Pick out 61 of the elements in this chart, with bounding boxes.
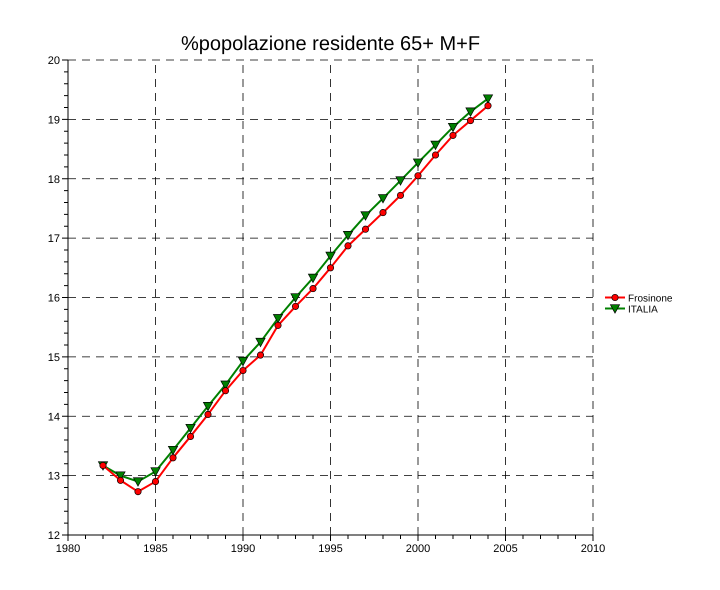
point xyxy=(378,194,388,204)
point xyxy=(483,94,493,104)
point xyxy=(239,366,247,374)
point xyxy=(343,231,353,240)
x-tick-label: 1985 xyxy=(143,543,168,555)
point xyxy=(396,176,406,186)
point xyxy=(116,476,124,484)
point xyxy=(238,356,248,366)
point xyxy=(290,293,300,302)
y-tick-label: 18 xyxy=(48,174,60,186)
y-tick-label: 17 xyxy=(48,233,60,246)
legend-label: ITALIA xyxy=(628,304,658,316)
y-tick-label: 16 xyxy=(48,292,60,304)
y-tick-label: 14 xyxy=(48,411,60,424)
chart-title: %popolazione residente 65+ M+F xyxy=(180,33,480,55)
point xyxy=(292,302,300,310)
point xyxy=(274,322,282,329)
point xyxy=(204,410,212,418)
point xyxy=(309,285,317,292)
point xyxy=(466,108,476,117)
point xyxy=(203,402,213,412)
y-tick-label: 15 xyxy=(48,352,60,364)
x-tick-label: 1990 xyxy=(230,543,256,555)
point xyxy=(414,172,422,180)
point xyxy=(448,122,458,132)
point xyxy=(222,387,230,394)
y-tick-label: 19 xyxy=(48,114,60,126)
point xyxy=(413,158,423,168)
point xyxy=(168,446,178,456)
point xyxy=(360,211,370,221)
point xyxy=(396,192,404,199)
y-tick-label: 13 xyxy=(48,470,60,483)
point xyxy=(308,274,318,283)
point xyxy=(169,454,177,462)
point xyxy=(150,467,160,476)
point xyxy=(134,488,142,496)
point xyxy=(326,264,334,272)
point xyxy=(362,226,370,233)
point xyxy=(449,132,457,139)
point xyxy=(326,252,336,261)
point xyxy=(186,424,196,434)
point xyxy=(186,432,194,440)
point xyxy=(379,209,387,216)
point xyxy=(152,478,160,486)
point xyxy=(430,140,440,150)
point xyxy=(344,242,352,250)
point xyxy=(256,352,264,359)
x-tick-label: 2000 xyxy=(406,543,430,555)
point xyxy=(432,151,440,159)
y-tick-label: 12 xyxy=(48,530,60,542)
x-tick-label: 1980 xyxy=(56,543,80,555)
point xyxy=(484,102,492,110)
y-tick-label: 20 xyxy=(48,55,60,67)
legend-label: Frosinone xyxy=(628,294,673,304)
point xyxy=(273,314,283,324)
point xyxy=(466,117,474,124)
x-tick-label: 2005 xyxy=(493,543,518,555)
x-tick-label: 1995 xyxy=(318,543,343,555)
point xyxy=(256,338,266,347)
point xyxy=(133,477,143,487)
x-tick-label: 2010 xyxy=(580,543,606,555)
